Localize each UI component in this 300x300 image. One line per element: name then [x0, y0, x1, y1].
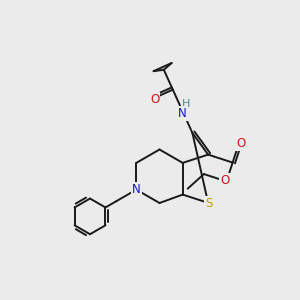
Text: N: N [178, 107, 187, 120]
Text: O: O [236, 137, 245, 150]
Text: O: O [220, 174, 229, 187]
Text: H: H [182, 99, 190, 110]
Text: S: S [206, 197, 213, 210]
Text: O: O [150, 93, 159, 106]
Text: N: N [132, 183, 141, 196]
